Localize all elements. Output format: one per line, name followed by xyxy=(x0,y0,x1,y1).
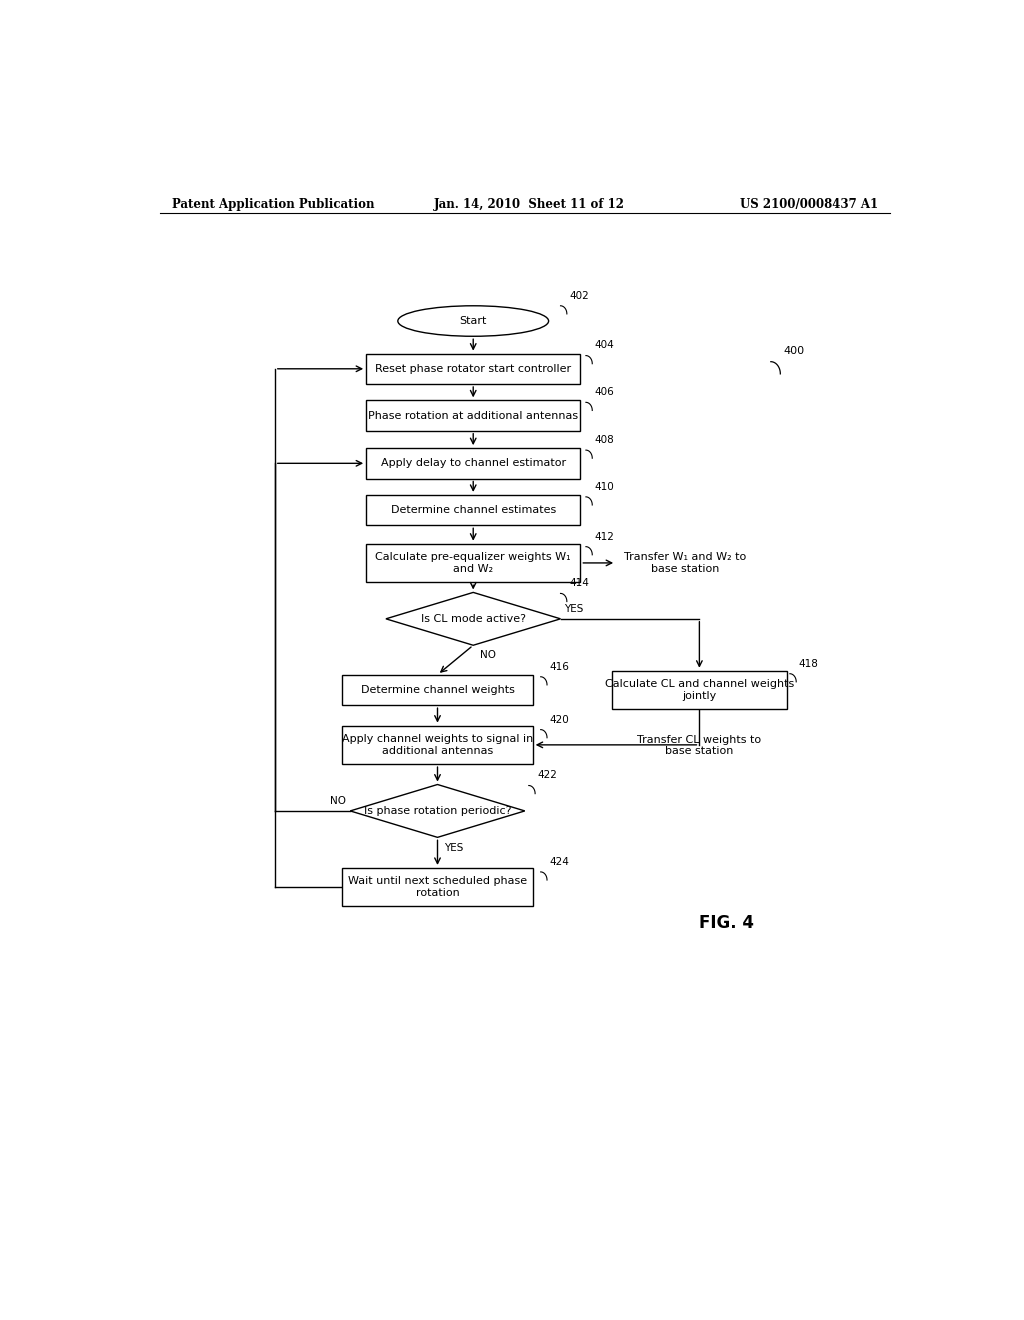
Text: FIG. 4: FIG. 4 xyxy=(699,913,755,932)
Polygon shape xyxy=(350,784,524,837)
Text: Determine channel weights: Determine channel weights xyxy=(360,685,514,694)
Text: Reset phase rotator start controller: Reset phase rotator start controller xyxy=(375,364,571,374)
Text: Calculate pre-equalizer weights W₁
and W₂: Calculate pre-equalizer weights W₁ and W… xyxy=(376,552,571,574)
Text: 406: 406 xyxy=(595,387,614,397)
Text: Is CL mode active?: Is CL mode active? xyxy=(421,614,525,624)
Text: 404: 404 xyxy=(595,341,614,351)
Text: 412: 412 xyxy=(595,532,614,541)
Text: Jan. 14, 2010  Sheet 11 of 12: Jan. 14, 2010 Sheet 11 of 12 xyxy=(433,198,625,211)
Text: Patent Application Publication: Patent Application Publication xyxy=(172,198,374,211)
FancyBboxPatch shape xyxy=(342,726,532,764)
FancyBboxPatch shape xyxy=(612,671,786,709)
Text: Transfer W₁ and W₂ to
base station: Transfer W₁ and W₂ to base station xyxy=(624,552,746,574)
Polygon shape xyxy=(386,593,560,645)
Text: NO: NO xyxy=(330,796,346,805)
Text: Phase rotation at additional antennas: Phase rotation at additional antennas xyxy=(369,411,579,421)
Text: 400: 400 xyxy=(783,346,805,355)
FancyBboxPatch shape xyxy=(367,495,581,525)
Text: US 2100/0008437 A1: US 2100/0008437 A1 xyxy=(739,198,878,211)
Text: Start: Start xyxy=(460,315,486,326)
FancyBboxPatch shape xyxy=(342,867,532,907)
FancyBboxPatch shape xyxy=(367,400,581,430)
Text: 424: 424 xyxy=(550,857,569,867)
FancyBboxPatch shape xyxy=(367,544,581,582)
Text: Wait until next scheduled phase
rotation: Wait until next scheduled phase rotation xyxy=(348,876,527,898)
Ellipse shape xyxy=(397,306,549,337)
Text: 414: 414 xyxy=(569,578,589,589)
FancyBboxPatch shape xyxy=(342,675,532,705)
Text: 416: 416 xyxy=(550,661,569,672)
Text: YES: YES xyxy=(443,842,463,853)
Text: NO: NO xyxy=(479,649,496,660)
Text: 402: 402 xyxy=(569,290,589,301)
Text: 418: 418 xyxy=(799,659,818,669)
Text: 422: 422 xyxy=(538,771,557,780)
Text: 420: 420 xyxy=(550,714,569,725)
Text: Transfer CL weights to
base station: Transfer CL weights to base station xyxy=(637,735,762,756)
Text: Apply channel weights to signal in
additional antennas: Apply channel weights to signal in addit… xyxy=(342,734,534,755)
FancyBboxPatch shape xyxy=(367,354,581,384)
Text: 410: 410 xyxy=(595,482,614,492)
Text: 408: 408 xyxy=(595,436,614,445)
Text: YES: YES xyxy=(564,603,584,614)
Text: Is phase rotation periodic?: Is phase rotation periodic? xyxy=(364,807,511,816)
FancyBboxPatch shape xyxy=(367,447,581,479)
Text: Apply delay to channel estimator: Apply delay to channel estimator xyxy=(381,458,566,469)
Text: Determine channel estimates: Determine channel estimates xyxy=(390,506,556,515)
Text: Calculate CL and channel weights
jointly: Calculate CL and channel weights jointly xyxy=(605,680,794,701)
